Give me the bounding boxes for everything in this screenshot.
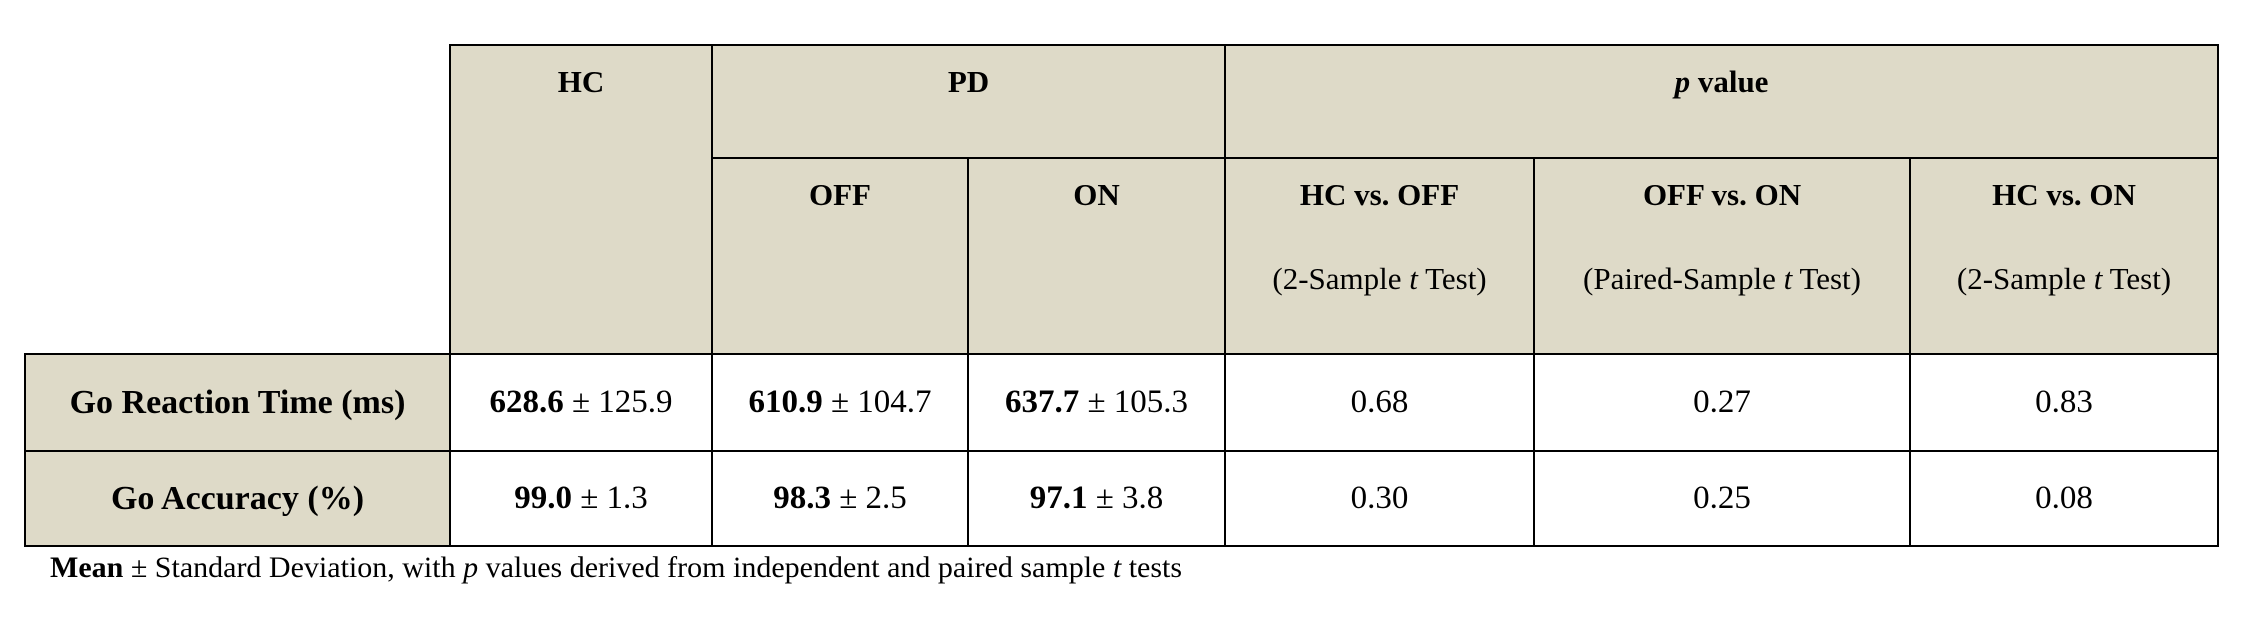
row-header: Go Reaction Time (ms)	[24, 353, 451, 452]
header-subtext-part: (Paired-Sample	[1583, 261, 1784, 296]
header-text: HC	[557, 64, 605, 99]
header-text-italic: p	[1674, 64, 1691, 99]
sd: ± 105.3	[1079, 384, 1189, 420]
p-value-cell: 0.30	[1224, 450, 1536, 547]
mean: 628.6	[489, 384, 564, 420]
header-text: OFF	[809, 177, 871, 212]
header-subtext-part: t	[1783, 261, 1793, 296]
header-subtext-part: t	[1409, 261, 1418, 296]
header-cell: OFF vs. ON (Paired-Sample t Test)	[1533, 157, 1912, 355]
header-text: p value	[1226, 46, 2217, 100]
footnote-text: values derived from independent and pair…	[478, 551, 1113, 584]
header-text: value	[1690, 64, 1769, 99]
header-cell: PD	[710, 44, 1227, 159]
stat-cell: 628.6 ± 125.9	[449, 353, 713, 452]
header-cell: HC vs. ON (2-Sample t Test)	[1909, 157, 2220, 355]
data-row: Go Accuracy (%) 99.0 ± 1.3 98.3 ± 2.5 97.1 …	[24, 450, 2220, 547]
header-subtext-part: (2-Sample	[1272, 261, 1410, 296]
header-text: OFF vs. ON	[1642, 177, 1802, 212]
header-subtext-part: Test)	[1792, 261, 1861, 296]
p-value-cell: 0.83	[1909, 353, 2220, 452]
header-text: HC vs. ON	[1992, 177, 2136, 212]
mean: 99.0	[514, 480, 572, 516]
stat-cell: 99.0 ± 1.3	[449, 450, 713, 547]
header-text: ON	[1073, 177, 1120, 212]
header-cell: HC	[449, 44, 713, 355]
data-row: Go Reaction Time (ms) 628.6 ± 125.9 610.9 …	[24, 353, 2220, 452]
subheader-row: OFF ON HC vs. OFF (2-Sample t Test) OFF vs. …	[25, 157, 2220, 355]
header-text: HC vs. OFF	[1299, 177, 1460, 212]
sd: ± 104.7	[822, 384, 932, 420]
header-subtext-part: t	[2093, 261, 2103, 296]
mean: 610.9	[748, 384, 823, 420]
stat-cell: 637.7 ± 105.3	[966, 353, 1227, 452]
header-subtext: (Paired-Sample t Test)	[1535, 261, 1909, 297]
header-subtext-part: Test)	[1417, 261, 1487, 296]
stat-cell: 610.9 ± 104.7	[711, 353, 969, 452]
corner	[25, 45, 450, 354]
header-subtext-part: (2-Sample	[1956, 261, 2094, 296]
footnote-bold: Mean	[50, 551, 124, 584]
sd: ± 3.8	[1087, 480, 1164, 516]
sd: ± 2.5	[830, 480, 907, 516]
mean: 637.7	[1004, 384, 1080, 420]
header-cell: p value	[1224, 44, 2220, 159]
mean: 98.3	[773, 480, 831, 516]
footnote-italic: t	[1112, 551, 1122, 584]
p-value-cell: 0.25	[1533, 450, 1912, 547]
footnote-text: ± Standard Deviation, with	[123, 551, 464, 584]
stat-cell: 98.3 ± 2.5	[711, 450, 969, 547]
p-value-cell: 0.27	[1533, 353, 1912, 452]
header-cell: OFF	[711, 157, 969, 355]
footnote-text: tests	[1121, 551, 1183, 584]
header-cell: HC vs. OFF (2-Sample t Test)	[1224, 157, 1536, 355]
results-table: HC PD p value OFF ON HC vs. OFF (2-Sample t…	[24, 44, 2220, 547]
footnote-italic: p	[463, 551, 479, 584]
stat-cell: 97.1 ± 3.8	[966, 450, 1227, 547]
header-text: PD	[947, 64, 990, 99]
header-subtext: (2-Sample t Test)	[1226, 261, 1533, 297]
row-header: Go Accuracy (%)	[24, 450, 451, 547]
footnote: Mean ± Standard Deviation, with p values…	[50, 551, 1182, 585]
mean: 97.1	[1029, 480, 1088, 516]
header-subtext-part: Test)	[2102, 261, 2172, 296]
header-cell: ON	[966, 157, 1227, 355]
header-subtext: (2-Sample t Test)	[1911, 261, 2217, 297]
sd: ± 125.9	[563, 384, 673, 420]
sd: ± 1.3	[571, 480, 648, 516]
p-value-cell: 0.68	[1224, 353, 1536, 452]
p-value-cell: 0.08	[1909, 450, 2220, 547]
